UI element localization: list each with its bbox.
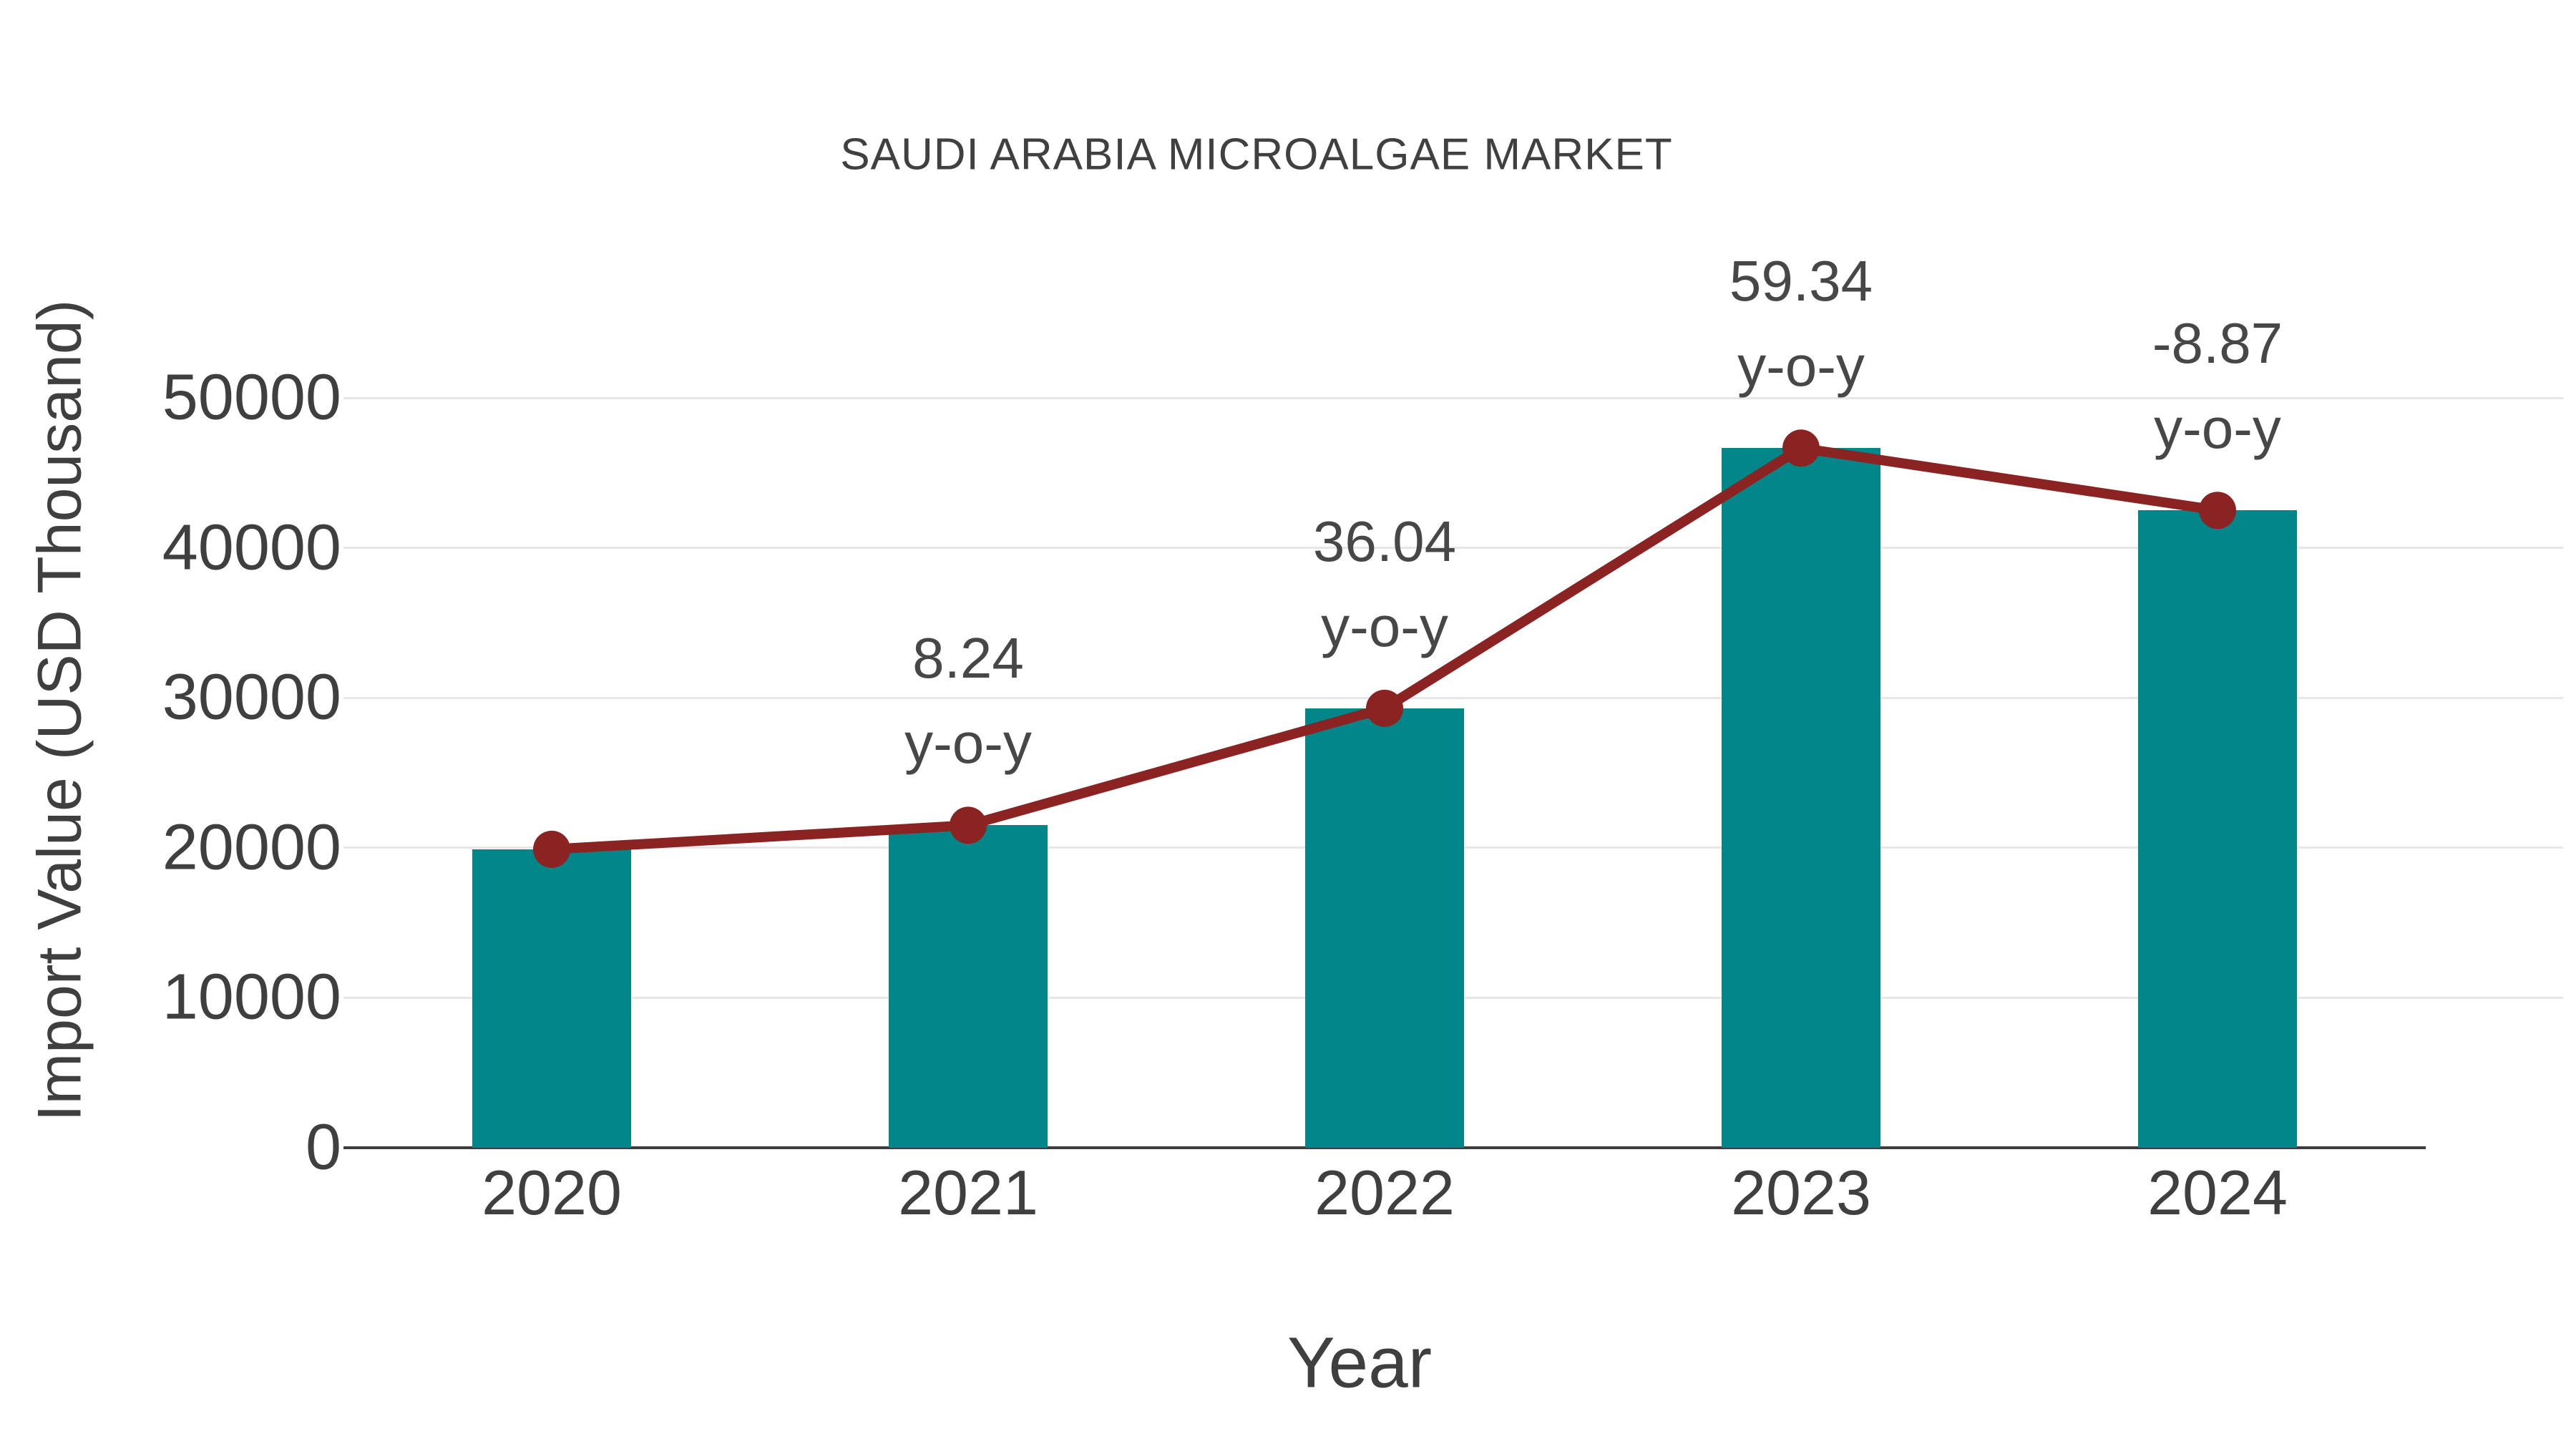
y-tick-label-40000: 40000	[162, 512, 341, 584]
annotation-2022-suffix: y-o-y	[1321, 594, 1448, 658]
annotation-2024-value: -8.87	[2152, 311, 2283, 376]
x-tick-label-2020: 2020	[482, 1157, 622, 1228]
bar-2023	[1722, 448, 1880, 1148]
y-tick-label-10000: 10000	[162, 961, 341, 1033]
x-tick-label-2022: 2022	[1314, 1157, 1455, 1228]
annotation-2021-suffix: y-o-y	[904, 711, 1032, 776]
annotation-2023-value: 59.34	[1729, 249, 1873, 313]
bar-2020	[472, 849, 631, 1148]
annotation-2021-value: 8.24	[912, 626, 1024, 691]
bar-2021	[889, 825, 1048, 1148]
y-tick-label-20000: 20000	[162, 811, 341, 884]
x-tick-label-2021: 2021	[898, 1157, 1038, 1228]
x-axis-line	[343, 1146, 2426, 1149]
x-tick-label-2023: 2023	[1731, 1157, 1871, 1228]
y-tick-label-30000: 30000	[162, 661, 341, 733]
x-axis-title: Year	[1287, 1322, 1433, 1403]
annotation-2022-value: 36.04	[1312, 509, 1457, 573]
gridline-50000	[343, 396, 2563, 399]
chart-title: SAUDI ARABIA MICROALGAE MARKET	[840, 130, 1673, 180]
bar-2022	[1305, 708, 1464, 1148]
y-tick-label-50000: 50000	[162, 361, 341, 434]
y-tick-label-0: 0	[305, 1111, 341, 1184]
x-tick-label-2024: 2024	[2147, 1157, 2288, 1228]
annotation-2024-suffix: y-o-y	[2154, 396, 2281, 461]
bar-2024	[2138, 510, 2297, 1148]
annotation-2023-suffix: y-o-y	[1737, 334, 1865, 399]
